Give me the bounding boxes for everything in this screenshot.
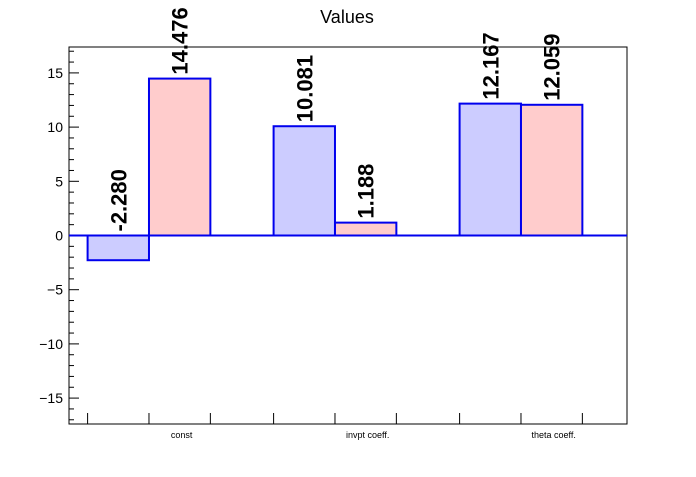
y-tick-label: 5 (55, 173, 63, 189)
x-tick-label: const (171, 430, 193, 440)
data-label: 10.081 (292, 55, 317, 122)
chart-title: Values (320, 7, 374, 27)
x-tick-label: invpt coeff. (346, 430, 389, 440)
y-tick-label: −5 (47, 282, 63, 298)
bar (86, 234, 150, 262)
y-tick-label: 15 (47, 65, 63, 81)
bar (519, 103, 584, 237)
data-label: 12.167 (478, 32, 503, 99)
bar (272, 125, 336, 237)
data-label: 12.059 (540, 33, 565, 100)
y-tick-label: 0 (55, 228, 63, 244)
bar (458, 102, 522, 237)
bar (333, 221, 398, 237)
data-label: 1.188 (354, 164, 379, 219)
y-tick-label: 10 (47, 119, 63, 135)
x-tick-label: theta coeff. (531, 430, 575, 440)
y-tick-label: −10 (39, 336, 63, 352)
bar (147, 77, 212, 237)
y-tick-label: −15 (39, 390, 63, 406)
data-label: -2.280 (106, 169, 131, 231)
data-label: 14.476 (168, 7, 193, 74)
